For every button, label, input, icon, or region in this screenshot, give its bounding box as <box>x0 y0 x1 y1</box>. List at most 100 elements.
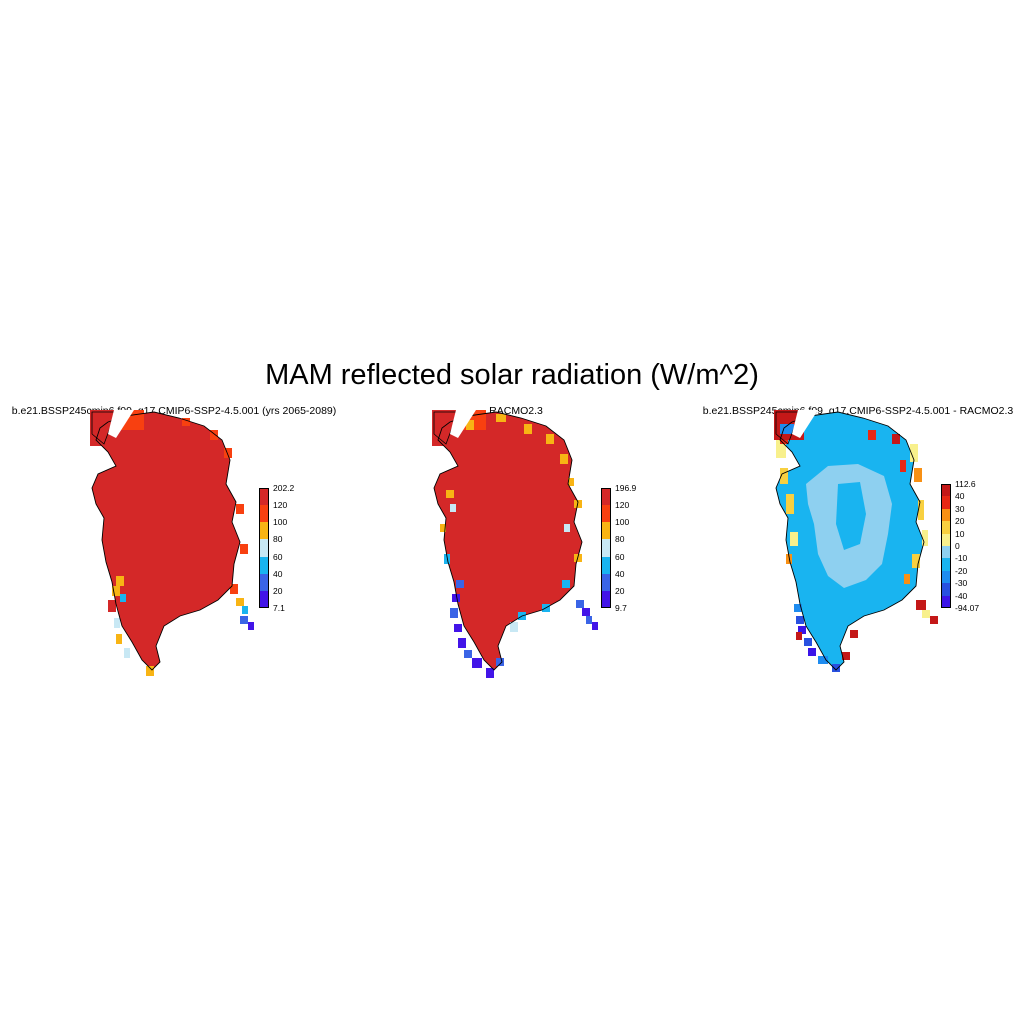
colorbar-tick-label: 30 <box>955 503 965 514</box>
diff-cell <box>780 468 788 484</box>
figure-title: MAM reflected solar radiation (W/m^2) <box>265 359 759 391</box>
coast-cell <box>120 594 126 602</box>
sea-channel <box>792 410 818 438</box>
coast-cell <box>240 544 248 554</box>
diff-cell <box>808 648 816 656</box>
coast-cell <box>510 622 518 632</box>
panel-model: b.e21.BSSP245cmip6.f09_g17.CMIP6-SSP2-4.… <box>4 404 344 704</box>
colorbar-tick-label: 40 <box>273 568 283 579</box>
colorbar-tick-label: 10 <box>955 528 965 539</box>
panel-difference: b.e21.BSSP245cmip6.f09_g17.CMIP6-SSP2-4.… <box>688 404 1024 704</box>
diff-cell <box>918 500 924 520</box>
diff-cell <box>794 604 802 612</box>
colorbar-tick-label: 120 <box>273 500 288 511</box>
colorbar-tick-label: -10 <box>955 553 968 564</box>
coast-cell <box>230 584 238 594</box>
island-cell <box>236 598 244 606</box>
coast-cell <box>562 580 570 588</box>
colorbar-tick-label: 120 <box>615 500 630 511</box>
colorbar-frame <box>601 488 611 608</box>
colorbar-swatch <box>941 595 951 608</box>
colorbar-swatch <box>259 488 269 506</box>
colorbar-frame <box>941 484 951 608</box>
colorbar-swatch <box>601 590 611 608</box>
colorbar-tick-label: 100 <box>615 517 630 528</box>
colorbar-tick-label: 60 <box>273 551 283 562</box>
diff-cell <box>790 532 798 546</box>
coast-cell <box>146 666 154 676</box>
coast-cell <box>116 576 124 586</box>
diff-cell <box>798 626 806 634</box>
coast-cell <box>458 638 466 648</box>
colorbar-swatch <box>259 573 269 591</box>
coast-cell <box>524 424 532 434</box>
diff-cell <box>804 638 812 646</box>
sea-channel <box>450 410 476 438</box>
island-cell <box>576 600 584 608</box>
coast-cell <box>440 524 446 532</box>
colorbar-tick-label: 0 <box>955 541 960 551</box>
colorbar-swatch <box>259 556 269 574</box>
colorbar-tick-label: 7.1 <box>273 603 285 613</box>
colorbar-swatch <box>601 522 611 540</box>
colorbar-tick-label: 112.6 <box>955 479 976 489</box>
coast-cell <box>116 634 122 644</box>
coast-cell <box>450 608 458 618</box>
coast-cell <box>450 504 456 512</box>
colorbar-tick-label: 20 <box>273 585 283 596</box>
diff-cell <box>780 424 794 434</box>
colorbar-swatch <box>259 590 269 608</box>
centre-field <box>836 482 866 550</box>
island-cell <box>242 606 248 614</box>
diff-cell <box>892 434 900 444</box>
coast-cell <box>224 448 232 458</box>
diff-cell <box>776 434 786 458</box>
greenland-map <box>774 410 938 672</box>
coast-cell <box>560 454 568 464</box>
diff-cell <box>786 494 794 514</box>
coast-cell <box>456 580 464 588</box>
diff-cell <box>904 574 910 584</box>
colorbar-tick-label: 40 <box>615 568 625 579</box>
colorbar-tick-label: 20 <box>615 585 625 596</box>
coast-cell <box>182 418 190 426</box>
coast-cell <box>112 586 120 596</box>
island-cell <box>916 600 926 610</box>
colorbar-swatch <box>601 505 611 523</box>
colorbar-tick-label: 80 <box>273 534 283 545</box>
coast-cell <box>568 478 574 486</box>
colorbar-swatch <box>259 522 269 540</box>
coast-cell <box>464 650 472 658</box>
island-cell <box>240 616 248 624</box>
island-cell <box>586 616 592 624</box>
colorbar-tick-label: 20 <box>955 516 965 527</box>
colorbar-swatch <box>941 533 951 546</box>
diff-cell <box>912 554 920 568</box>
coastline <box>433 411 583 671</box>
coastline-island <box>433 411 459 445</box>
colorbar: 7.1 20 40 60 80 100 120 202.2 <box>259 483 294 613</box>
colorbar-swatch <box>941 521 951 534</box>
colorbar-swatch <box>601 573 611 591</box>
colorbar-swatch <box>941 558 951 571</box>
island-cell <box>922 610 930 618</box>
greenland-map <box>90 410 254 676</box>
coast-cell <box>472 658 482 668</box>
diff-cell <box>910 444 918 462</box>
diff-cell <box>922 530 928 546</box>
colorbar-tick-label: -20 <box>955 565 968 576</box>
colorbar: -94.07 -40 -30 -20 -10 0 10 20 30 40 112.6 <box>941 479 979 613</box>
coastline-island <box>775 411 801 445</box>
colorbar-tick-label: -94.07 <box>955 603 980 613</box>
coast-cell <box>446 490 454 498</box>
colorbar-frame <box>259 488 269 608</box>
diff-cell <box>818 656 828 664</box>
coast-cell <box>546 434 554 444</box>
colorbar-tick-label: -30 <box>955 578 968 589</box>
coast-cell <box>124 648 130 658</box>
colorbar-tick-label: 196.9 <box>615 483 637 493</box>
diff-cell <box>796 616 804 624</box>
colorbar-tick-label: 60 <box>615 551 625 562</box>
colorbar-swatch <box>941 570 951 584</box>
coast-cell <box>496 658 504 666</box>
